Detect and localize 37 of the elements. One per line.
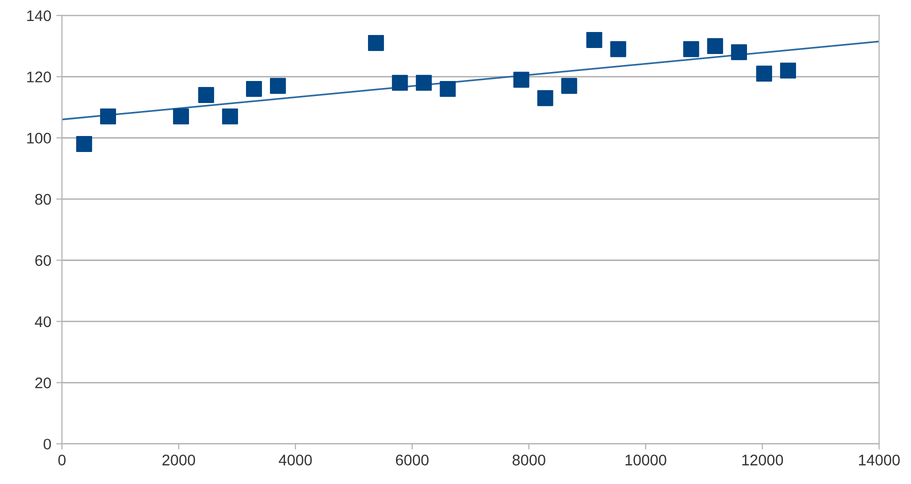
point [561, 78, 578, 94]
point [76, 136, 92, 152]
point [198, 87, 214, 104]
y-tick-label: 80 [35, 194, 51, 205]
point [731, 44, 748, 60]
y-tick-label: 100 [27, 132, 51, 144]
x-tick-label: 4000 [278, 454, 312, 466]
point [780, 62, 796, 79]
point [707, 38, 724, 54]
point [756, 66, 772, 82]
x-tick-label: 6000 [396, 454, 429, 466]
point [222, 108, 238, 124]
y-tick-label: 60 [35, 255, 51, 266]
y-tick-label: 120 [27, 72, 51, 82]
point [392, 74, 408, 91]
y-tick-label: 0 [44, 438, 51, 450]
x-tick-label: 14000 [859, 454, 900, 466]
point [100, 108, 116, 124]
point [246, 80, 262, 97]
x-tick-label: 8000 [512, 454, 546, 466]
x-tick-label: 10000 [626, 454, 666, 466]
x-tick-label: 2000 [162, 454, 196, 466]
point [610, 41, 626, 58]
point [270, 78, 286, 94]
y-tick-label: 20 [35, 378, 51, 388]
y-tick-label: 40 [34, 316, 51, 328]
point [537, 90, 554, 106]
point [586, 32, 602, 48]
x-tick-label: 0 [58, 454, 66, 466]
point [440, 80, 456, 97]
point [416, 74, 432, 91]
point [683, 41, 700, 58]
point [173, 108, 189, 124]
x-tick-label: 12000 [742, 454, 784, 466]
point [368, 35, 384, 52]
y-tick-label: 140 [27, 10, 51, 22]
point [513, 72, 530, 88]
